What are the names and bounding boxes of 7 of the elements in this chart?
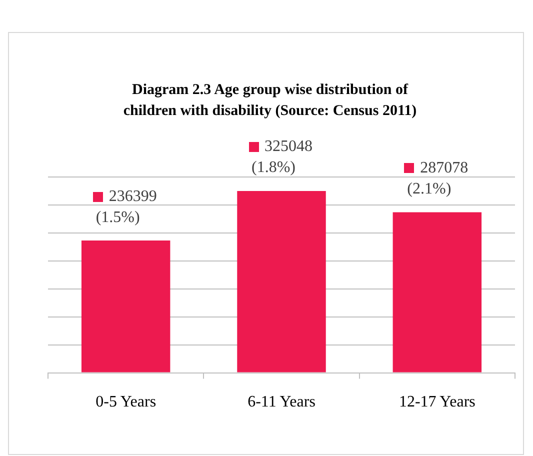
data-label: 325048 (1.8%) — [252, 138, 312, 176]
data-label: 287078 (2.1%) — [407, 159, 468, 198]
chart-title: Diagram 2.3 Age group wise distribution of children with disability (Source: Census 2011) — [122, 81, 418, 121]
data-label: 236399 (1.5%) — [96, 188, 157, 226]
x-tick-label: 6-11 Years — [248, 394, 316, 411]
x-tick-label: 12-17 Years — [398, 394, 476, 411]
x-tick-label: 0-5 Years — [96, 394, 156, 411]
